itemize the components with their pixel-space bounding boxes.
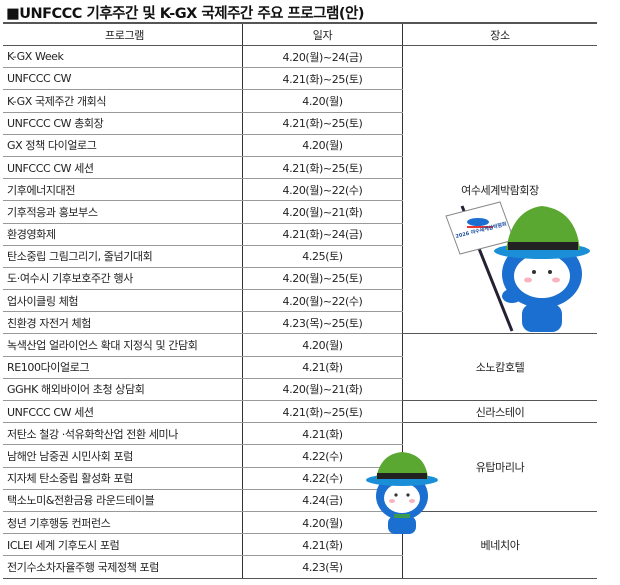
- venue-cell: 신라스테이: [402, 400, 597, 424]
- program-cell: K-GX Week: [3, 45, 243, 69]
- table-row: 도·여수시 기후보호주간 행사 4.20(월)~25(토): [3, 267, 597, 291]
- table-row: 녹색산업 얼라이언스 확대 지정식 및 간담회 4.20(월) 소노캄호텔: [3, 333, 597, 401]
- table-row: 환경영화제 4.21(화)~24(금): [3, 223, 597, 246]
- table-row: ICLEI 세계 기후도시 포럼 4.21(화): [3, 533, 597, 557]
- table-row: 전기수소차자율주행 국제정책 포럼 4.23(목): [3, 555, 597, 579]
- date-cell: 4.20(월): [242, 89, 403, 113]
- table-row: K-GX Week 4.20(월)~24(금) 여수세계박람회장: [3, 45, 597, 335]
- program-cell: K-GX 국제주간 개회식: [3, 89, 243, 113]
- program-cell: 전기수소차자율주행 국제정책 포럼: [3, 555, 243, 579]
- date-cell: 4.20(월)~21(화): [242, 200, 403, 224]
- date-cell: 4.23(목): [242, 555, 403, 579]
- program-cell: UNFCCC CW: [3, 67, 243, 91]
- date-cell: 4.20(월)~22(수): [242, 289, 403, 313]
- table-row: 기후적응과 홍보부스 4.20(월)~21(화): [3, 200, 597, 224]
- table-row: 탄소중립 그림그리기, 줄넘기대회 4.25(토): [3, 245, 597, 268]
- program-cell: 도·여수시 기후보호주간 행사: [3, 267, 243, 291]
- table-row: 기후에너지대전 4.20(월)~22(수): [3, 178, 597, 202]
- program-cell: 저탄소 철강 ·석유화학산업 전환 세미나: [3, 422, 243, 446]
- date-cell: 4.21(화)~25(토): [242, 156, 403, 180]
- venue-cell: 소노캄호텔: [402, 333, 597, 401]
- venue-cell: 베네치아: [402, 511, 597, 579]
- date-cell: 4.20(월)~22(수): [242, 178, 403, 202]
- program-cell: RE100다이얼로그: [3, 356, 243, 379]
- table-row: 친환경 자전거 체험 4.23(목)~25(토): [3, 311, 597, 335]
- date-cell: 4.21(화)~25(토): [242, 67, 403, 91]
- date-cell: 4.23(목)~25(토): [242, 311, 403, 335]
- table-row: GGHK 해외바이어 초청 상담회 4.20(월)~21(화): [3, 378, 597, 402]
- program-cell: 남해안 남중권 시민사회 포럼: [3, 444, 243, 468]
- table-row: 업사이클링 체험 4.20(월)~22(수): [3, 289, 597, 313]
- program-table: 프로그램 일자 장소 K-GX Week 4.20(월)~24(금) 여수세계박람…: [3, 22, 597, 579]
- table-row: K-GX 국제주간 개회식 4.20(월): [3, 89, 597, 113]
- table-row: UNFCCC CW 4.21(화)~25(토): [3, 67, 597, 91]
- program-cell: 녹색산업 얼라이언스 확대 지정식 및 간담회: [3, 333, 243, 357]
- program-cell: GGHK 해외바이어 초청 상담회: [3, 378, 243, 402]
- table-row: UNFCCC CW 총회장 4.21(화)~25(토): [3, 112, 597, 135]
- date-cell: 4.21(화): [242, 356, 403, 379]
- date-cell: 4.25(토): [242, 245, 403, 268]
- table-row: UNFCCC CW 세션 4.21(화)~25(토) 신라스테이: [3, 400, 597, 424]
- page-title: ■UNFCCC 기후주간 및 K-GX 국제주간 주요 프로그램(안): [6, 6, 365, 22]
- program-cell: 청년 기후행동 컨퍼런스: [3, 511, 243, 535]
- date-cell: 4.22(수): [242, 444, 403, 468]
- venue-cell: 유탑마리나: [402, 422, 597, 512]
- program-cell: 친환경 자전거 체험: [3, 311, 243, 335]
- table-row: 지자체 탄소중립 활성화 포럼 4.22(수): [3, 467, 597, 490]
- program-cell: 탄소중립 그림그리기, 줄넘기대회: [3, 245, 243, 268]
- table-row: 택소노미&전환금융 라운드테이블 4.24(금): [3, 489, 597, 512]
- program-cell: 기후적응과 홍보부스: [3, 200, 243, 224]
- table-row: 저탄소 철강 ·석유화학산업 전환 세미나 4.21(화) 유탑마리나: [3, 422, 597, 512]
- program-cell: 기후에너지대전: [3, 178, 243, 202]
- table-header-row: 프로그램 일자 장소: [3, 22, 597, 46]
- program-cell: ICLEI 세계 기후도시 포럼: [3, 533, 243, 557]
- mascot-small: [366, 452, 438, 534]
- program-cell: 환경영화제: [3, 223, 243, 246]
- table-row: 청년 기후행동 컨퍼런스 4.20(월) 베네치아: [3, 511, 597, 579]
- date-cell: 4.20(월): [242, 134, 403, 157]
- date-cell: 4.20(월)~25(토): [242, 267, 403, 291]
- program-cell: 택소노미&전환금융 라운드테이블: [3, 489, 243, 512]
- date-cell: 4.20(월)~21(화): [242, 378, 403, 402]
- date-cell: 4.20(월)~24(금): [242, 45, 403, 69]
- program-cell: UNFCCC CW 세션: [3, 400, 243, 424]
- table-row: GX 정책 다이얼로그 4.20(월): [3, 134, 597, 157]
- date-cell: 4.21(화): [242, 533, 403, 557]
- program-cell: UNFCCC CW 총회장: [3, 112, 243, 135]
- date-cell: 4.20(월): [242, 511, 403, 535]
- header-venue: 장소: [402, 22, 597, 46]
- date-cell: 4.21(화)~25(토): [242, 400, 403, 424]
- table-row: 남해안 남중권 시민사회 포럼 4.22(수): [3, 444, 597, 468]
- header-program: 프로그램: [3, 22, 243, 46]
- program-cell: 지자체 탄소중립 활성화 포럼: [3, 467, 243, 490]
- mascot-with-flag: 2026 여수세계섬박람회: [445, 201, 590, 332]
- date-cell: 4.21(화)~24(금): [242, 223, 403, 246]
- date-cell: 4.20(월): [242, 333, 403, 357]
- header-date: 일자: [242, 22, 403, 46]
- date-cell: 4.21(화)~25(토): [242, 112, 403, 135]
- table-row: RE100다이얼로그 4.21(화): [3, 356, 597, 379]
- date-cell: 4.24(금): [242, 489, 403, 512]
- program-cell: 업사이클링 체험: [3, 289, 243, 313]
- program-cell: GX 정책 다이얼로그: [3, 134, 243, 157]
- table-row: UNFCCC CW 세션 4.21(화)~25(토): [3, 156, 597, 180]
- program-cell: UNFCCC CW 세션: [3, 156, 243, 180]
- date-cell: 4.21(화): [242, 422, 403, 446]
